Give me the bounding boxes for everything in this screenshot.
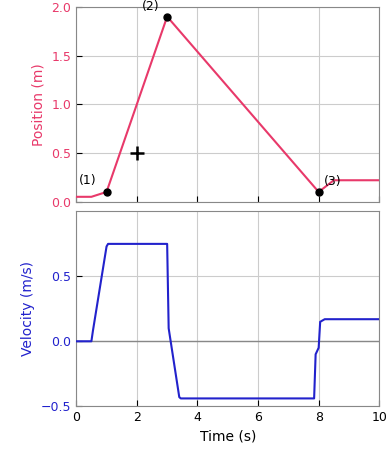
Text: (3): (3): [324, 175, 342, 188]
Text: (1): (1): [79, 174, 97, 187]
Y-axis label: Position (m): Position (m): [32, 63, 46, 146]
X-axis label: Time (s): Time (s): [199, 430, 256, 444]
Text: (2): (2): [142, 0, 160, 13]
Y-axis label: Velocity (m/s): Velocity (m/s): [22, 261, 35, 356]
